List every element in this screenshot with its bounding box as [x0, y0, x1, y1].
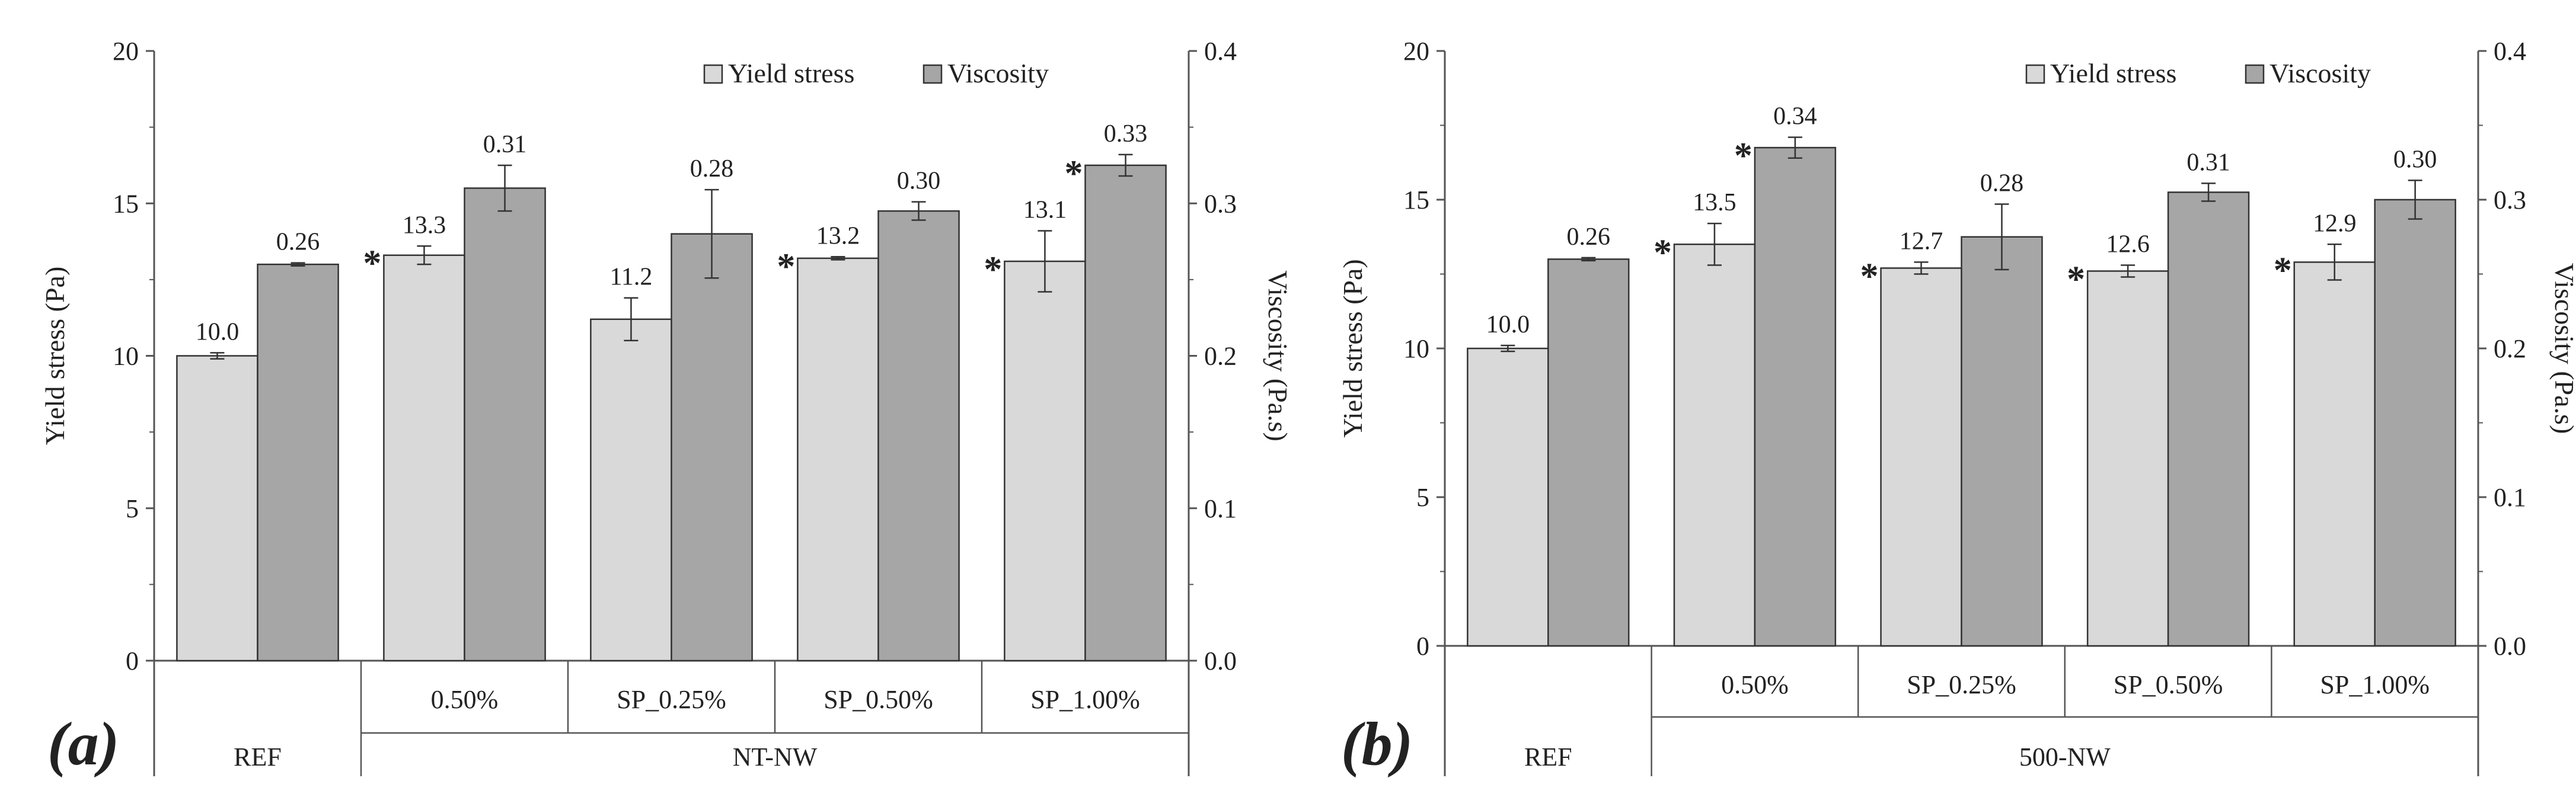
bar-viscosity	[464, 187, 546, 662]
category-label: SP_0.50%	[2114, 670, 2223, 699]
bar-yield-stress	[1467, 347, 1549, 647]
data-label: 13.5	[1693, 189, 1737, 216]
legend-label: Viscosity	[947, 58, 1049, 88]
data-label: 13.2	[816, 222, 860, 249]
significance-star: *	[363, 244, 381, 284]
data-label: 11.2	[609, 264, 652, 291]
left-axis-title: Yield stress (Pa)	[40, 267, 70, 446]
left-tick-label: 10	[113, 342, 139, 371]
left-tick-label: 10	[1403, 334, 1429, 363]
right-tick-label: 0.1	[1204, 494, 1237, 523]
panel-label: (b)	[1341, 710, 1413, 778]
chart-panel-a: 0 5 10 15 20 0.0 0.1 0.2 0.3 0.4 Yield stress (Pa)…	[40, 37, 1293, 778]
chart-panel-b: 0 5 10 15 20 0.0 0.1 0.2 0.3 0.4 Yield stress (Pa)…	[1338, 37, 2576, 778]
bar-viscosity	[1084, 164, 1167, 662]
category-label: SP_0.25%	[1907, 670, 2016, 699]
right-axis-title: Viscosity (Pa.s)	[1263, 270, 1293, 441]
right-tick-label: 0.0	[2494, 632, 2526, 661]
left-tick-label: 20	[1403, 37, 1429, 66]
bar-viscosity	[671, 233, 753, 662]
right-tick-label: 0.1	[2494, 483, 2526, 512]
significance-star: *	[2274, 250, 2292, 290]
significance-star: *	[1065, 153, 1083, 194]
data-label: 0.33	[1104, 120, 1148, 148]
right-tick-label: 0.0	[1204, 646, 1237, 675]
right-tick-label: 0.4	[2494, 37, 2526, 66]
category-label: SP_1.00%	[2320, 670, 2430, 699]
legend-swatch	[703, 64, 723, 84]
left-tick-label: 20	[113, 37, 139, 66]
group-label: REF	[1524, 742, 1572, 771]
data-label: 0.31	[2186, 149, 2230, 176]
category-label: 0.50%	[431, 685, 499, 714]
left-tick-label: 15	[113, 189, 139, 218]
right-tick-label: 0.3	[1204, 189, 1237, 218]
data-label: 0.30	[897, 168, 941, 195]
data-label: 0.34	[1773, 103, 1817, 130]
left-tick-label: 15	[1403, 185, 1429, 214]
legend-swatch	[922, 64, 943, 84]
category-label: 0.50%	[1721, 670, 1789, 699]
left-axis-title: Yield stress (Pa)	[1338, 259, 1368, 438]
bar-yield-stress	[2086, 270, 2169, 647]
data-label: 10.0	[1486, 311, 1530, 338]
right-tick-label: 0.4	[1204, 37, 1237, 66]
data-label: 0.30	[2393, 146, 2437, 173]
bar-yield-stress	[590, 318, 672, 662]
significance-star: *	[2067, 259, 2085, 299]
category-label: SP_1.00%	[1030, 685, 1140, 714]
right-axis-title: Viscosity (Pa.s)	[2549, 263, 2576, 434]
category-label: SP_0.25%	[617, 685, 726, 714]
bar-yield-stress	[1673, 244, 1756, 647]
bar-viscosity	[257, 263, 339, 662]
bar-viscosity	[2167, 191, 2250, 647]
legend-label: Viscosity	[2269, 58, 2371, 88]
legend-label: Yield stress	[728, 58, 854, 88]
data-label: 12.9	[2313, 210, 2357, 237]
significance-star: *	[1860, 256, 1879, 296]
data-label: 12.7	[1900, 228, 1943, 255]
data-label: 13.1	[1023, 197, 1067, 224]
bar-viscosity	[877, 210, 960, 662]
data-label: 0.26	[1567, 223, 1611, 251]
category-label: SP_0.50%	[823, 685, 933, 714]
significance-star: *	[777, 246, 795, 287]
significance-star: *	[1734, 136, 1753, 176]
data-label: 0.26	[276, 229, 320, 256]
data-label: 12.6	[2106, 230, 2150, 258]
bar-viscosity	[2374, 199, 2456, 647]
legend-swatch	[2245, 64, 2265, 84]
left-tick-label: 5	[126, 494, 139, 523]
bar-viscosity	[1754, 146, 1837, 647]
bar-yield-stress	[176, 355, 258, 662]
bar-yield-stress	[2293, 261, 2376, 647]
data-label: 0.31	[483, 131, 527, 158]
left-tick-label: 0	[126, 646, 139, 675]
group-label: NT-NW	[733, 742, 818, 771]
bar-yield-stress	[797, 257, 879, 662]
legend-label: Yield stress	[2050, 58, 2176, 88]
right-tick-label: 0.2	[2494, 334, 2526, 363]
group-label: REF	[234, 742, 282, 771]
bar-viscosity	[1547, 258, 1630, 647]
data-label: 0.28	[1980, 170, 2024, 197]
group-label: 500-NW	[2019, 742, 2111, 771]
panel-label: (a)	[47, 710, 119, 778]
bar-yield-stress	[383, 254, 465, 662]
legend-swatch	[2025, 64, 2045, 84]
bar-yield-stress	[1004, 260, 1086, 662]
bar-yield-stress	[1880, 267, 1962, 647]
significance-star: *	[984, 249, 1002, 290]
bar-viscosity	[1961, 236, 2043, 647]
right-tick-label: 0.3	[2494, 185, 2526, 214]
data-label: 10.0	[196, 318, 240, 345]
right-tick-label: 0.2	[1204, 342, 1237, 371]
left-tick-label: 5	[1416, 483, 1429, 512]
significance-star: *	[1654, 232, 1672, 273]
left-tick-label: 0	[1416, 632, 1429, 661]
data-label: 0.28	[690, 155, 734, 183]
data-label: 13.3	[403, 212, 446, 239]
